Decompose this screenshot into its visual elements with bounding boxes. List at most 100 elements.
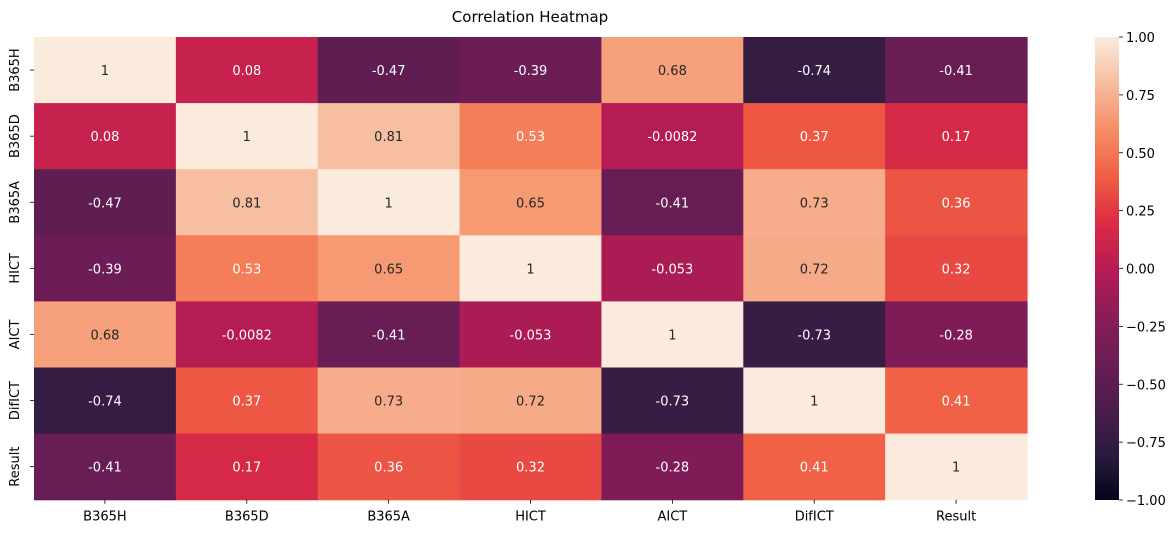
colorbar-tick-label: −0.75 [1126,436,1166,451]
heatmap-cell [601,433,744,501]
cell-value-label: 0.08 [90,130,119,145]
cell-value-label: 0.73 [800,196,829,211]
heatmap-cell [459,37,603,104]
heatmap-cell [743,433,886,501]
heatmap-cell [885,433,1028,501]
colorbar-gradient [1095,37,1119,500]
cell-value-label: -0.0082 [647,130,697,145]
heatmap-cell [175,37,319,104]
x-tick-label: B365A [367,510,410,525]
cell-value-label: 0.65 [374,262,403,277]
heatmap-cell [601,367,744,435]
cell-value-label: 0.08 [232,64,261,79]
x-tick-label: DifICT [795,510,834,525]
heatmap-cell [743,235,886,302]
y-tick-label: HICT [8,253,23,284]
x-axis: B365H B365D B365A HICT AICT DifICT Result [83,499,976,525]
y-axis: B365H B365D B365A HICT AICT DifICT Result [8,48,34,487]
x-tick-label: HICT [515,510,546,525]
heatmap-cell [885,37,1028,104]
colorbar-tick-label: −1.00 [1126,494,1166,509]
heatmap-cell [34,37,177,104]
heatmap-cell [459,235,603,302]
cell-value-label: -0.39 [514,64,548,79]
x-tick-label: B365H [83,510,127,525]
heatmap-cell [743,169,886,236]
heatmap-cell [317,433,461,501]
cell-value-label: -0.053 [651,262,693,277]
heatmap-cell [885,235,1028,302]
cell-value-label: 0.36 [374,461,403,476]
colorbar-tick-label: 1.00 [1126,31,1155,46]
heatmap-cell [885,301,1028,369]
cell-value-label: 1 [243,130,251,145]
y-tick-label: Result [8,447,23,487]
cell-value-label: 0.72 [800,262,829,277]
cell-value-label: 1 [385,196,393,211]
cell-value-label: -0.41 [656,196,690,211]
cell-value-label: -0.39 [88,262,122,277]
y-tick-label: DifICT [8,381,23,420]
heatmap-cell [175,103,319,170]
x-tick-label: AICT [657,510,687,525]
cell-value-label: 0.65 [516,196,545,211]
cell-value-label: 1 [810,395,818,410]
heatmap-cell [743,367,886,435]
heatmap-cell [885,169,1028,236]
heatmap-cell [459,367,603,435]
heatmap-cell [175,169,319,236]
heatmap-cell [885,367,1028,435]
cell-value-label: 0.37 [232,395,261,410]
heatmap-cell [34,103,177,170]
chart-title: Correlation Heatmap [452,8,608,26]
heatmap-cell [601,301,744,369]
heatmap-cell [743,301,886,369]
cell-value-label: 0.72 [516,395,545,410]
heatmap-cell [34,235,177,302]
colorbar: 1.00 0.75 0.50 0.25 0.00 −0.25 −0.50 −0.75 −1.00 [1095,31,1166,509]
heatmap-cell [459,301,603,369]
cell-value-label: 1 [101,64,109,79]
cell-value-label: 0.73 [374,395,403,410]
cell-value-label: 0.53 [516,130,545,145]
heatmap-cells: 1 0.08 -0.47 -0.39 0.68 -0.74 -0.41 0.08 1 0.81 0.… [34,37,1028,501]
heatmap-cell [459,103,603,170]
cell-value-label: 0.32 [516,461,545,476]
heatmap-cell [317,169,461,236]
heatmap-cell [601,169,744,236]
cell-value-label: -0.73 [656,395,690,410]
heatmap-cell [317,37,461,104]
cell-value-label: 0.53 [232,262,261,277]
heatmap-cell [601,37,744,104]
cell-value-label: -0.28 [939,328,973,343]
heatmap-cell [459,433,603,501]
colorbar-tick-label: 0.25 [1126,205,1155,220]
cell-value-label: -0.053 [510,328,552,343]
y-tick-label: B365A [8,181,23,224]
x-tick-label: B365D [225,510,269,525]
y-tick-label: B365D [8,114,23,158]
cell-value-label: -0.28 [656,461,690,476]
heatmap-cell [317,301,461,369]
heatmap-cell [175,301,319,369]
cell-value-label: 0.81 [232,196,261,211]
cell-value-label: 0.68 [90,328,119,343]
cell-value-label: -0.47 [372,64,406,79]
cell-value-label: -0.41 [939,64,973,79]
cell-value-label: -0.74 [88,395,122,410]
heatmap-cell [317,235,461,302]
heatmap-cell [175,367,319,435]
cell-value-label: 0.68 [658,64,687,79]
cell-value-label: 0.32 [942,262,971,277]
cell-value-label: -0.74 [797,64,831,79]
heatmap-cell [601,235,744,302]
heatmap-cell [175,433,319,501]
cell-value-label: -0.41 [88,461,122,476]
colorbar-tick-label: 0.00 [1126,263,1155,278]
cell-value-label: 0.37 [800,130,829,145]
heatmap-cell [743,37,886,104]
cell-value-label: 0.41 [800,461,829,476]
cell-value-label: -0.0082 [222,328,272,343]
colorbar-tick-label: 0.50 [1126,147,1155,162]
